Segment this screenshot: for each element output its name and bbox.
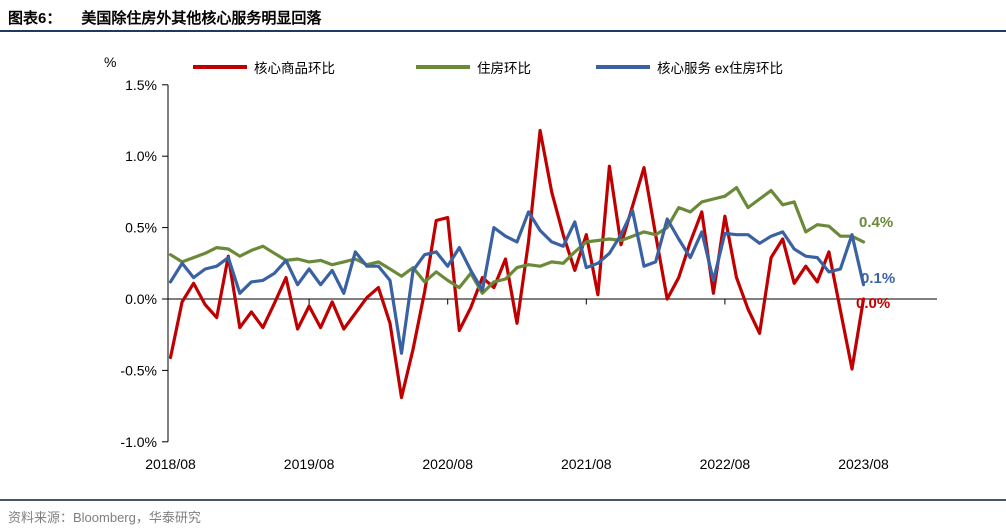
svg-text:2020/08: 2020/08 <box>422 456 473 472</box>
title-underline-rule <box>0 30 1006 32</box>
footer-rule <box>0 499 1006 501</box>
legend-item-core-goods: 核心商品环比 <box>193 57 335 77</box>
svg-text:2018/08: 2018/08 <box>145 456 196 472</box>
figure-number-label: 图表6： <box>8 10 62 27</box>
legend-label: 住房环比 <box>477 61 531 76</box>
legend-line-swatch-blue <box>596 65 650 69</box>
legend-line-swatch-red <box>193 65 247 69</box>
end-value-label-housing: 0.4% <box>859 214 894 231</box>
svg-text:2021/08: 2021/08 <box>561 456 612 472</box>
legend-label: 核心商品环比 <box>254 61 335 76</box>
end-value-label-core-services: 0.1% <box>861 270 896 287</box>
series-line <box>168 128 866 400</box>
figure-title-text: 美国除住房外其他核心服务明显回落 <box>81 10 322 27</box>
svg-text:-1.0%: -1.0% <box>120 434 157 450</box>
source-note: 资料来源：Bloomberg，华泰研究 <box>8 510 201 525</box>
svg-text:0.0%: 0.0% <box>125 291 157 307</box>
legend-line-swatch-green <box>416 65 470 69</box>
legend-label: 核心服务 ex住房环比 <box>657 61 784 76</box>
svg-text:2019/08: 2019/08 <box>284 456 335 472</box>
series-line <box>168 208 866 355</box>
end-value-label-core-goods: 0.0% <box>856 295 891 312</box>
svg-text:2022/08: 2022/08 <box>700 456 751 472</box>
svg-text:2023/08: 2023/08 <box>838 456 889 472</box>
svg-text:1.5%: 1.5% <box>125 77 157 93</box>
legend-item-core-services-ex-housing: 核心服务 ex住房环比 <box>596 57 783 77</box>
figure-title: 图表6： 美国除住房外其他核心服务明显回落 <box>8 7 321 28</box>
svg-text:1.0%: 1.0% <box>125 148 157 164</box>
legend-item-housing: 住房环比 <box>416 57 531 77</box>
svg-text:-0.5%: -0.5% <box>120 362 157 378</box>
y-axis-unit-label: % <box>104 54 117 70</box>
svg-text:0.5%: 0.5% <box>125 220 157 236</box>
